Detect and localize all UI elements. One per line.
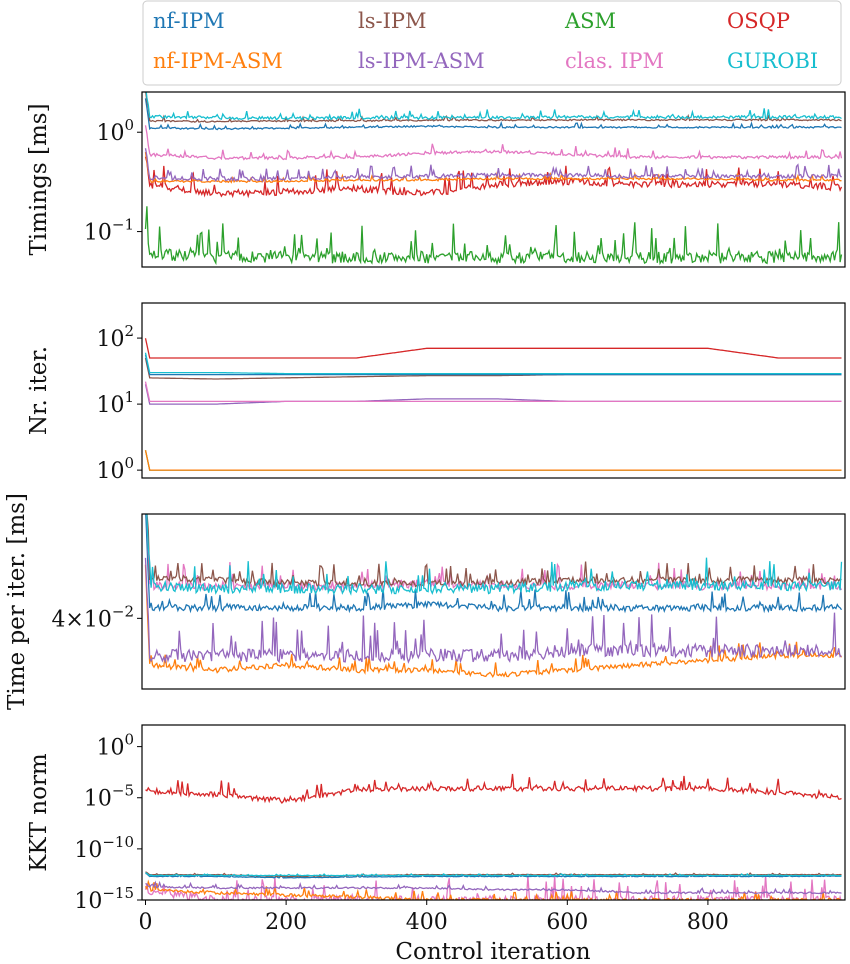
x-tick-label: 0: [139, 910, 153, 935]
legend-entry-ls-ipm-asm: ls-IPM-ASM: [358, 49, 485, 73]
series-line-ls-ipm: [144, 357, 842, 380]
panel-timings-ms: 100 10−1 Timings [ms]: [26, 91, 846, 268]
y-tick-label: 10−1: [84, 216, 134, 246]
series-line-nf-ipm-asm: [144, 564, 843, 679]
y-axis-label: Time per iter. [ms]: [4, 493, 30, 710]
legend-entry-gurobi: GUROBI: [727, 49, 818, 73]
series-line-nf-ipm-asm: [144, 151, 842, 184]
y-axis-label: KKT norm: [26, 753, 52, 872]
y-tick-label: 102: [96, 322, 134, 352]
series-line-nf-ipm: [145, 872, 842, 879]
y-axis-label: Nr. iter.: [26, 346, 52, 435]
legend-box: [142, 0, 842, 86]
legend: nf-IPM ls-IPM ASM OSQP nf-IPM-ASM ls-IPM-ASM c…: [142, 0, 842, 86]
panel-kkt-norm: 100 10−5 10−10 10−15 KKT norm 0 200 400 600 800: [26, 724, 846, 935]
series-line-ls-ipm-asm: [145, 880, 842, 895]
y-tick-label: 4×10−2: [51, 602, 134, 632]
series-line-clas-ipm: [144, 381, 842, 403]
series-line-osqp: [144, 338, 842, 359]
legend-entry-nf-ipm: nf-IPM: [153, 9, 225, 33]
legend-entry-ls-ipm: ls-IPM: [358, 9, 427, 33]
series-line-nf-ipm: [144, 98, 842, 131]
series-line-gurobi: [144, 352, 842, 375]
series-line-nf-ipm: [144, 354, 842, 376]
x-axis-label: Control iteration: [395, 939, 590, 964]
series-line-osqp: [144, 156, 843, 199]
series-line-ls-ipm: [145, 92, 842, 123]
series-line-asm: [144, 450, 842, 471]
series-line-clas-ipm: [146, 514, 843, 593]
series-line-osqp: [145, 773, 842, 805]
series-line-ls-ipm-asm: [144, 148, 842, 183]
series-line-ls-ipm: [146, 514, 842, 588]
legend-entry-clas-ipm: clas. IPM: [565, 49, 664, 73]
series-line-gurobi: [145, 872, 842, 877]
panel-time-per-iter-ms: 4×10−2 Time per iter. [ms]: [4, 493, 846, 710]
legend-entry-asm: ASM: [564, 9, 616, 33]
plot-frame: [141, 724, 846, 901]
y-tick-label: 100: [96, 454, 134, 484]
series-line-nf-ipm-asm: [144, 450, 842, 471]
series-line-ls-ipm-asm: [144, 557, 842, 664]
y-tick-label: 101: [96, 388, 134, 418]
y-tick-label: 100: [96, 116, 134, 146]
y-axis-label: Timings [ms]: [26, 103, 52, 255]
plot-frame: [141, 91, 846, 268]
y-tick-label: 100: [96, 731, 134, 761]
x-tick-label: 200: [265, 910, 307, 935]
plot-frame: [141, 302, 846, 479]
y-tick-label: 10−10: [74, 833, 134, 863]
y-tick-label: 10−5: [84, 782, 134, 812]
legend-entry-osqp: OSQP: [727, 9, 790, 33]
series-line-gurobi: [145, 92, 842, 122]
x-tick-label: 800: [687, 910, 729, 935]
series-line-asm: [144, 206, 843, 266]
panel-nr-iter: 102 101 100 Nr. iter.: [26, 302, 846, 484]
x-tick-label: 400: [406, 910, 448, 935]
series-line-clas-ipm: [144, 125, 843, 161]
legend-entry-nf-ipm-asm: nf-IPM-ASM: [153, 49, 283, 73]
series-line-nf-ipm: [145, 514, 843, 614]
plot-frame: [141, 513, 846, 690]
series-line-gurobi: [146, 514, 843, 596]
series-line-nf-ipm-asm: [144, 879, 842, 900]
x-tick-label: 600: [546, 910, 588, 935]
y-tick-label: 10−15: [74, 884, 134, 914]
